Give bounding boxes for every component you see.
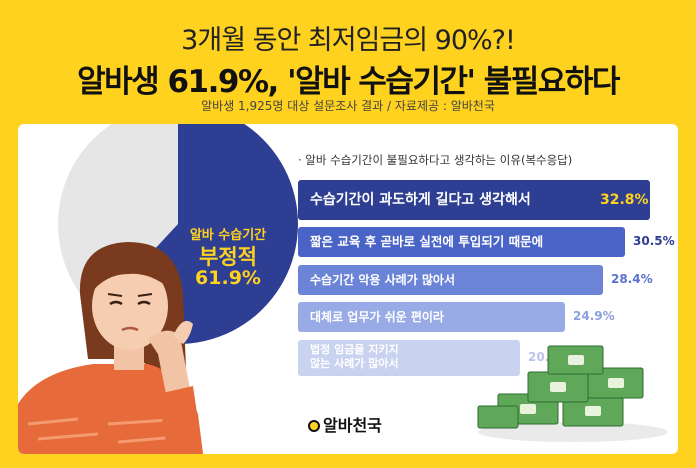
source-note: 알바생 1,925명 대상 설문조사 결과 / 자료제공 : 알바천국: [201, 99, 495, 113]
bar-value-2: 30.5%: [633, 234, 675, 248]
bar-3: 수습기간 악용 사례가 많아서: [298, 265, 603, 295]
bar-label-2: 짧은 교육 후 곧바로 실전에 투입되기 때문에: [310, 234, 544, 249]
brand-logo: 알바천국: [308, 412, 382, 436]
worried-person-illustration: [18, 242, 203, 454]
bar-value-1: 32.8%: [600, 192, 649, 208]
logo-text: 알바천국: [323, 416, 382, 435]
bar-label-4: 대체로 업무가 쉬운 편이라: [310, 310, 444, 324]
bar-2: 짧은 교육 후 곧바로 실전에 투입되기 때문에: [298, 227, 625, 257]
logo-icon: [308, 420, 320, 432]
bar-4: 대체로 업무가 쉬운 편이라: [298, 302, 565, 332]
bar-label-3: 수습기간 악용 사례가 많아서: [310, 273, 456, 287]
bar-label-5: 법정 임금을 지키지 않는 사례가 많아서: [310, 343, 399, 370]
chart-title: · 알바 수습기간이 불필요하다고 생각하는 이유(복수응답): [298, 153, 573, 167]
bar-label-1: 수습기간이 과도하게 길다고 생각해서: [310, 192, 531, 208]
pie-label-category: 부정적: [199, 245, 257, 269]
bar-5: 법정 임금을 지키지 않는 사례가 많아서: [298, 340, 520, 376]
bar-value-4: 24.9%: [573, 309, 615, 323]
bar-1: 수습기간이 과도하게 길다고 생각해서: [298, 180, 650, 220]
money-stack-illustration: [477, 345, 668, 442]
headline-main: 알바생 61.9%, '알바 수습기간' 불필요하다: [77, 64, 620, 100]
bar-value-3: 28.4%: [611, 272, 653, 286]
pie-label-value: 61.9%: [195, 267, 261, 289]
pie-label-title: 알바 수습기간: [189, 228, 267, 243]
headline-top: 3개월 동안 최저임금의 90%?!: [181, 25, 516, 56]
content-card: 알바 수습기간 부정적 61.9% · 알바 수습기간이 불필요하다고 생각하는…: [18, 124, 678, 454]
